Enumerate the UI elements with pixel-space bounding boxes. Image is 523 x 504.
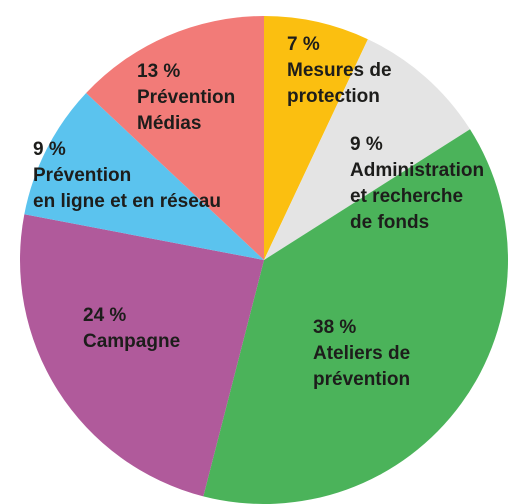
value-label: 13 % (137, 61, 180, 82)
category-label: Mesures de (287, 60, 392, 81)
category-label: Prévention (33, 165, 131, 186)
category-label: et recherche (350, 186, 463, 207)
pie-slice (86, 16, 264, 260)
category-label: Médias (137, 113, 201, 134)
pie-slice (20, 214, 265, 497)
pie-slice (24, 92, 264, 260)
category-label: Administration (350, 160, 484, 181)
category-label: de fonds (350, 212, 429, 233)
value-label: 9 % (33, 139, 66, 160)
category-label: protection (287, 86, 380, 107)
category-label: en ligne et en réseau (33, 191, 221, 212)
value-label: 7 % (287, 34, 320, 55)
value-label: 24 % (83, 305, 126, 326)
value-label: 38 % (313, 317, 356, 338)
category-label: Prévention (137, 87, 235, 108)
value-label: 9 % (350, 134, 383, 155)
pie-slice (203, 129, 508, 504)
category-label: Campagne (83, 331, 180, 352)
pie-slice (264, 39, 471, 260)
category-label: prévention (313, 369, 410, 390)
pie-slice (264, 16, 368, 260)
category-label: Ateliers de (313, 343, 410, 364)
